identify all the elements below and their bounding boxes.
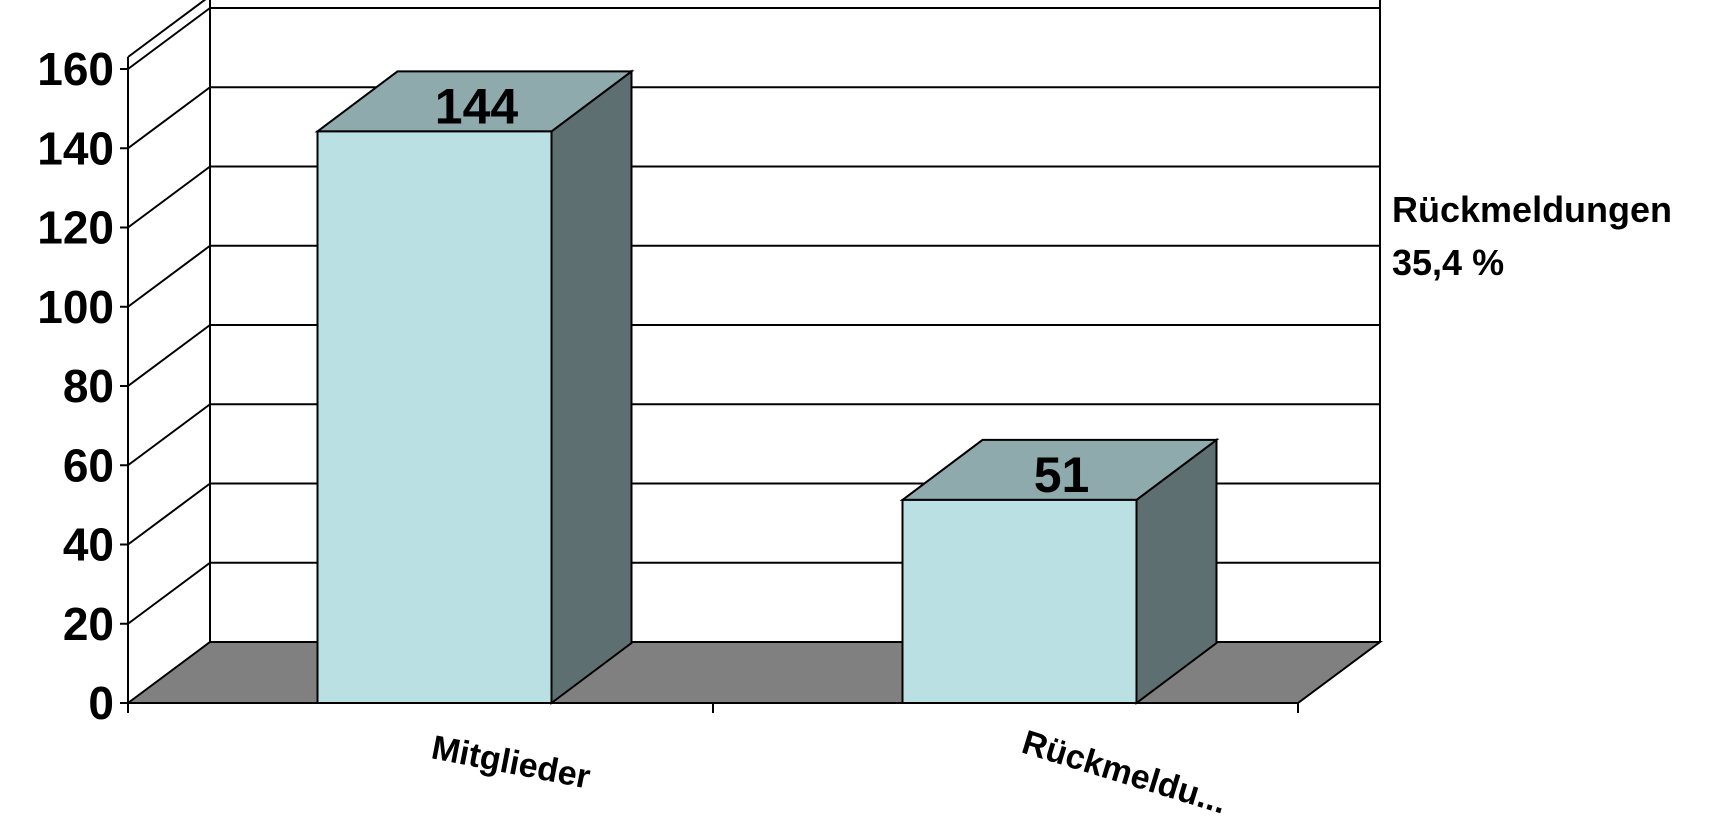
gridline-side xyxy=(127,244,211,308)
y-tick-label: 120 xyxy=(37,202,114,254)
category-label-rueckmeldungen: Rückmeldu... xyxy=(1018,723,1231,821)
y-tick-label: 20 xyxy=(63,598,114,650)
x-axis-ticks xyxy=(127,703,1299,713)
bar xyxy=(314,69,635,705)
annotation-line-2: 35,4 % xyxy=(1392,242,1504,283)
y-axis-ticks: 0 20 40 60 80 100 120 140 160 xyxy=(37,43,128,729)
y-tick-label: 0 xyxy=(88,677,114,729)
y-tick-label: 80 xyxy=(63,360,114,412)
gridline-side xyxy=(127,482,211,546)
gridline-side xyxy=(127,324,211,387)
data-label: 51 xyxy=(1034,447,1090,503)
gridline-side xyxy=(127,165,211,229)
annotation-line-1: Rückmeldungen xyxy=(1392,189,1672,230)
category-label-mitglieder: Mitglieder xyxy=(428,729,593,797)
bar xyxy=(899,437,1220,705)
category-labels: Mitglieder Rückmeldu... xyxy=(428,723,1231,821)
bar-front xyxy=(901,498,1138,704)
gridline-side xyxy=(127,561,211,625)
gridline-side xyxy=(127,403,211,467)
y-tick-label: 60 xyxy=(63,439,114,491)
data-labels: 144 51 xyxy=(435,78,1090,503)
gridline-side xyxy=(127,86,211,150)
bar-front xyxy=(316,130,553,704)
data-label: 144 xyxy=(435,78,519,134)
y-tick-label: 140 xyxy=(37,122,114,174)
y-tick-label: 160 xyxy=(37,43,114,95)
gridline-side xyxy=(127,7,211,70)
y-tick-label: 40 xyxy=(63,519,114,571)
bars xyxy=(314,69,1220,705)
side-wall-top-edge xyxy=(127,0,207,58)
y-tick-label: 100 xyxy=(37,281,114,333)
annotation: Rückmeldungen 35,4 % xyxy=(1392,189,1672,283)
bar-side xyxy=(550,69,633,705)
